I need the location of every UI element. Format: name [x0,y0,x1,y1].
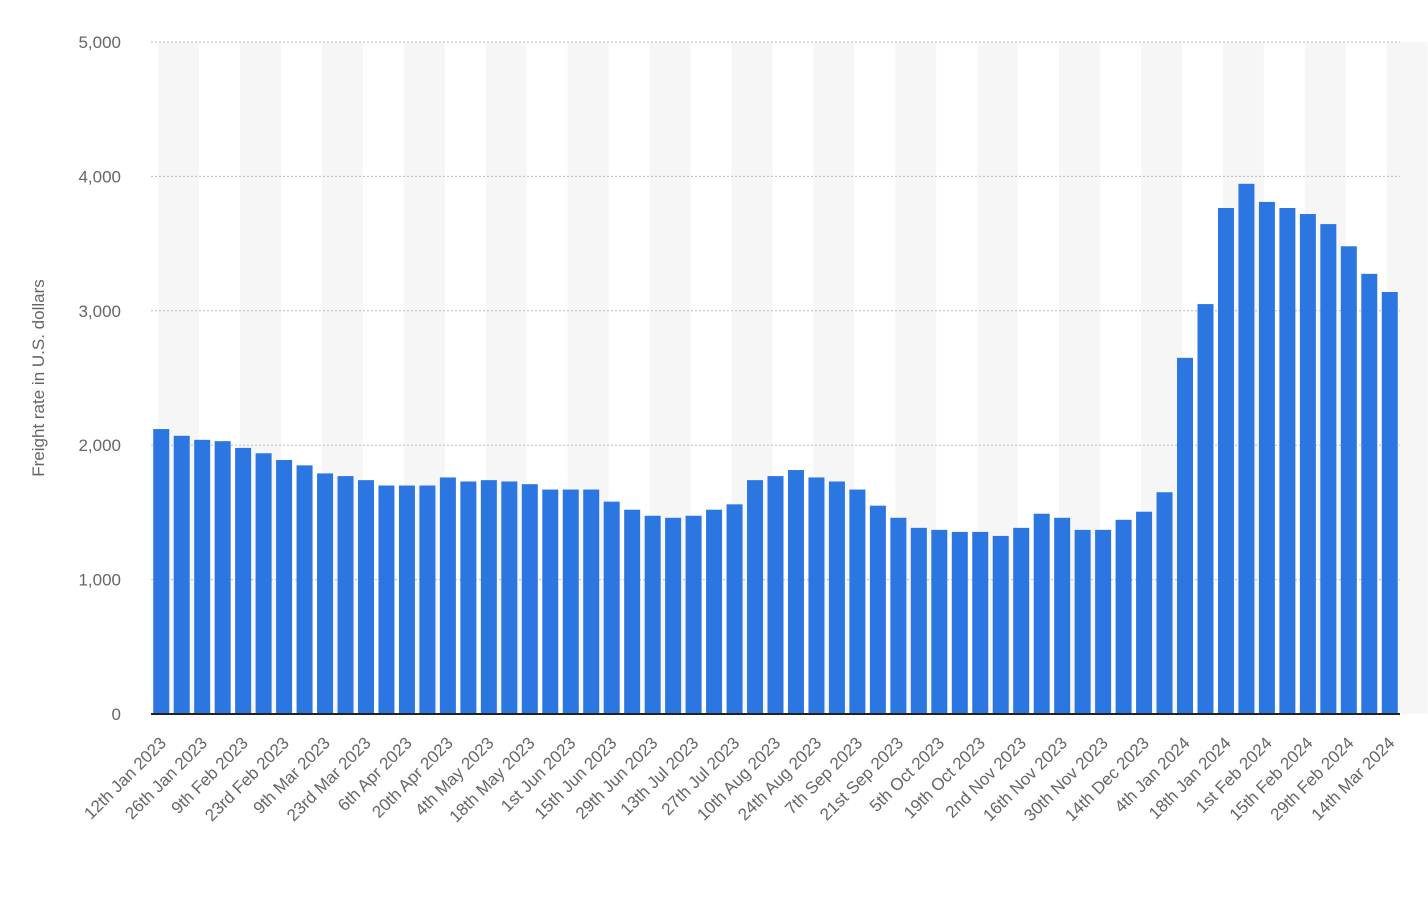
bar [1136,511,1153,714]
bar [890,517,907,714]
bar [1299,214,1316,715]
y-tick-label: 5,000 [78,33,121,52]
y-axis-label: Freight rate in U.S. dollars [29,279,48,476]
bar [1054,517,1071,714]
bar [1095,529,1112,714]
bar [1320,224,1337,714]
bar [910,527,927,714]
bar [1197,304,1214,714]
bar [521,484,538,714]
bar [1013,527,1030,714]
bar [1361,273,1378,714]
bar [214,441,231,714]
bar [869,505,886,714]
bar [501,481,518,714]
bar [992,535,1009,714]
bar [644,515,661,714]
bar [153,429,170,714]
bar [1217,207,1234,714]
bar [1033,513,1050,714]
y-tick-label: 2,000 [78,436,121,455]
bar [1115,519,1132,714]
bar [706,509,723,714]
bar [235,447,252,714]
bar [828,481,845,714]
y-tick-label: 4,000 [78,167,121,186]
bar [1340,246,1357,714]
bar [194,439,211,714]
bar [480,480,497,714]
bar [603,501,620,714]
y-tick-label: 1,000 [78,571,121,590]
bar [276,459,293,714]
bar [337,476,354,714]
bar [357,480,374,714]
y-tick-label: 3,000 [78,302,121,321]
bar [1074,529,1091,714]
bar [951,531,968,714]
bar [1258,201,1275,714]
bar [624,509,641,714]
bar [767,476,784,714]
y-tick-label: 0 [112,705,121,724]
bar [1238,183,1255,715]
bar [665,517,682,714]
bar [255,453,272,714]
bar [542,489,559,714]
bar [1156,492,1173,714]
bar [173,435,190,714]
bar [398,485,415,714]
bar [726,504,743,714]
bar [378,485,395,714]
bar [849,489,866,714]
bar [583,489,600,714]
bar [685,515,702,714]
bar [972,531,989,714]
bar [787,470,804,714]
bar [439,477,456,714]
bar [296,465,313,714]
bar [419,485,436,714]
bar [317,473,334,714]
bar [808,477,825,714]
bar [931,529,948,714]
bar [747,480,764,714]
bar [1177,357,1194,714]
bar [1381,291,1398,714]
bar [460,481,477,714]
bar [1279,207,1296,714]
bar [562,489,579,714]
